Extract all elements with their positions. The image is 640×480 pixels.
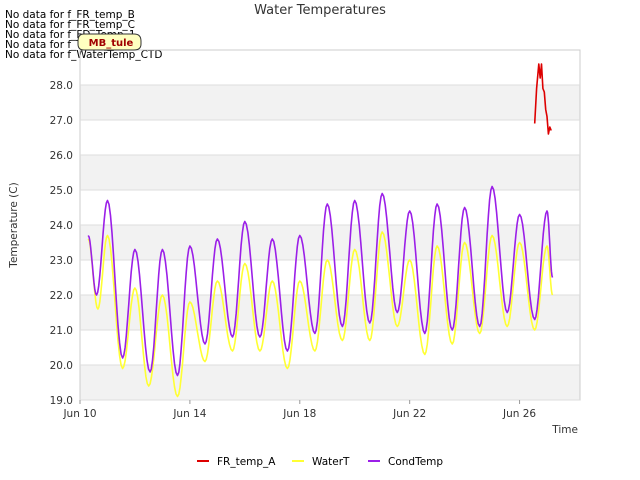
series-line-condtemp bbox=[87, 185, 554, 377]
no-data-message-5: No data for f_WaterTemp_CTD bbox=[5, 49, 163, 61]
legend: FR_temp_A WaterT CondTemp bbox=[197, 456, 443, 468]
x-tick-label: Jun 10 bbox=[62, 408, 96, 420]
x-tick-label: Jun 14 bbox=[172, 408, 206, 420]
series-line-fr-temp-a bbox=[533, 63, 552, 135]
y-tick-label: 23.0 bbox=[50, 255, 73, 267]
series-line-watert bbox=[87, 231, 554, 398]
series-layer bbox=[87, 63, 554, 398]
badge-box bbox=[77, 33, 142, 51]
y-tick-label: 24.0 bbox=[50, 220, 73, 232]
y-axis-ticks: 19.0 20.0 21.0 22.0 23.0 24.0 25.0 26.0 27.0 28.0 bbox=[50, 80, 73, 407]
y-tick-label: 27.0 bbox=[50, 115, 73, 127]
no-data-message-2: No data for f_FR_temp_C bbox=[5, 19, 135, 31]
chart-title: Water Temperatures bbox=[254, 3, 386, 18]
x-tick-label: Jun 26 bbox=[502, 408, 536, 420]
band-19 bbox=[80, 365, 580, 400]
plot-bands bbox=[80, 85, 580, 400]
legend-label: WaterT bbox=[312, 456, 350, 468]
y-tick-label: 20.0 bbox=[50, 360, 73, 372]
badge-label: MB_tule bbox=[89, 38, 134, 49]
y-tick-label: 28.0 bbox=[50, 80, 73, 92]
y-tick-label: 25.0 bbox=[50, 185, 73, 197]
x-tick-label: Jun 18 bbox=[282, 408, 316, 420]
x-axis-ticks: Jun 10 Jun 14 Jun 18 Jun 22 Jun 26 bbox=[62, 400, 536, 420]
y-tick-label: 22.0 bbox=[50, 290, 73, 302]
site-badge: MB_tule bbox=[77, 33, 142, 51]
band-21 bbox=[80, 295, 580, 330]
legend-label: FR_temp_A bbox=[217, 456, 276, 468]
no-data-message-1: No data for f_FR_temp_B bbox=[5, 9, 135, 21]
y-tick-label: 21.0 bbox=[50, 325, 73, 337]
y-tick-label: 19.0 bbox=[50, 395, 73, 407]
band-27 bbox=[80, 85, 580, 120]
band-23 bbox=[80, 225, 580, 260]
legend-label: CondTemp bbox=[388, 456, 443, 468]
y-axis-title: Temperature (C) bbox=[8, 182, 20, 268]
y-tick-label: 26.0 bbox=[50, 150, 73, 162]
x-axis-title: Time bbox=[551, 424, 578, 436]
band-25 bbox=[80, 155, 580, 190]
x-tick-label: Jun 22 bbox=[392, 408, 426, 420]
